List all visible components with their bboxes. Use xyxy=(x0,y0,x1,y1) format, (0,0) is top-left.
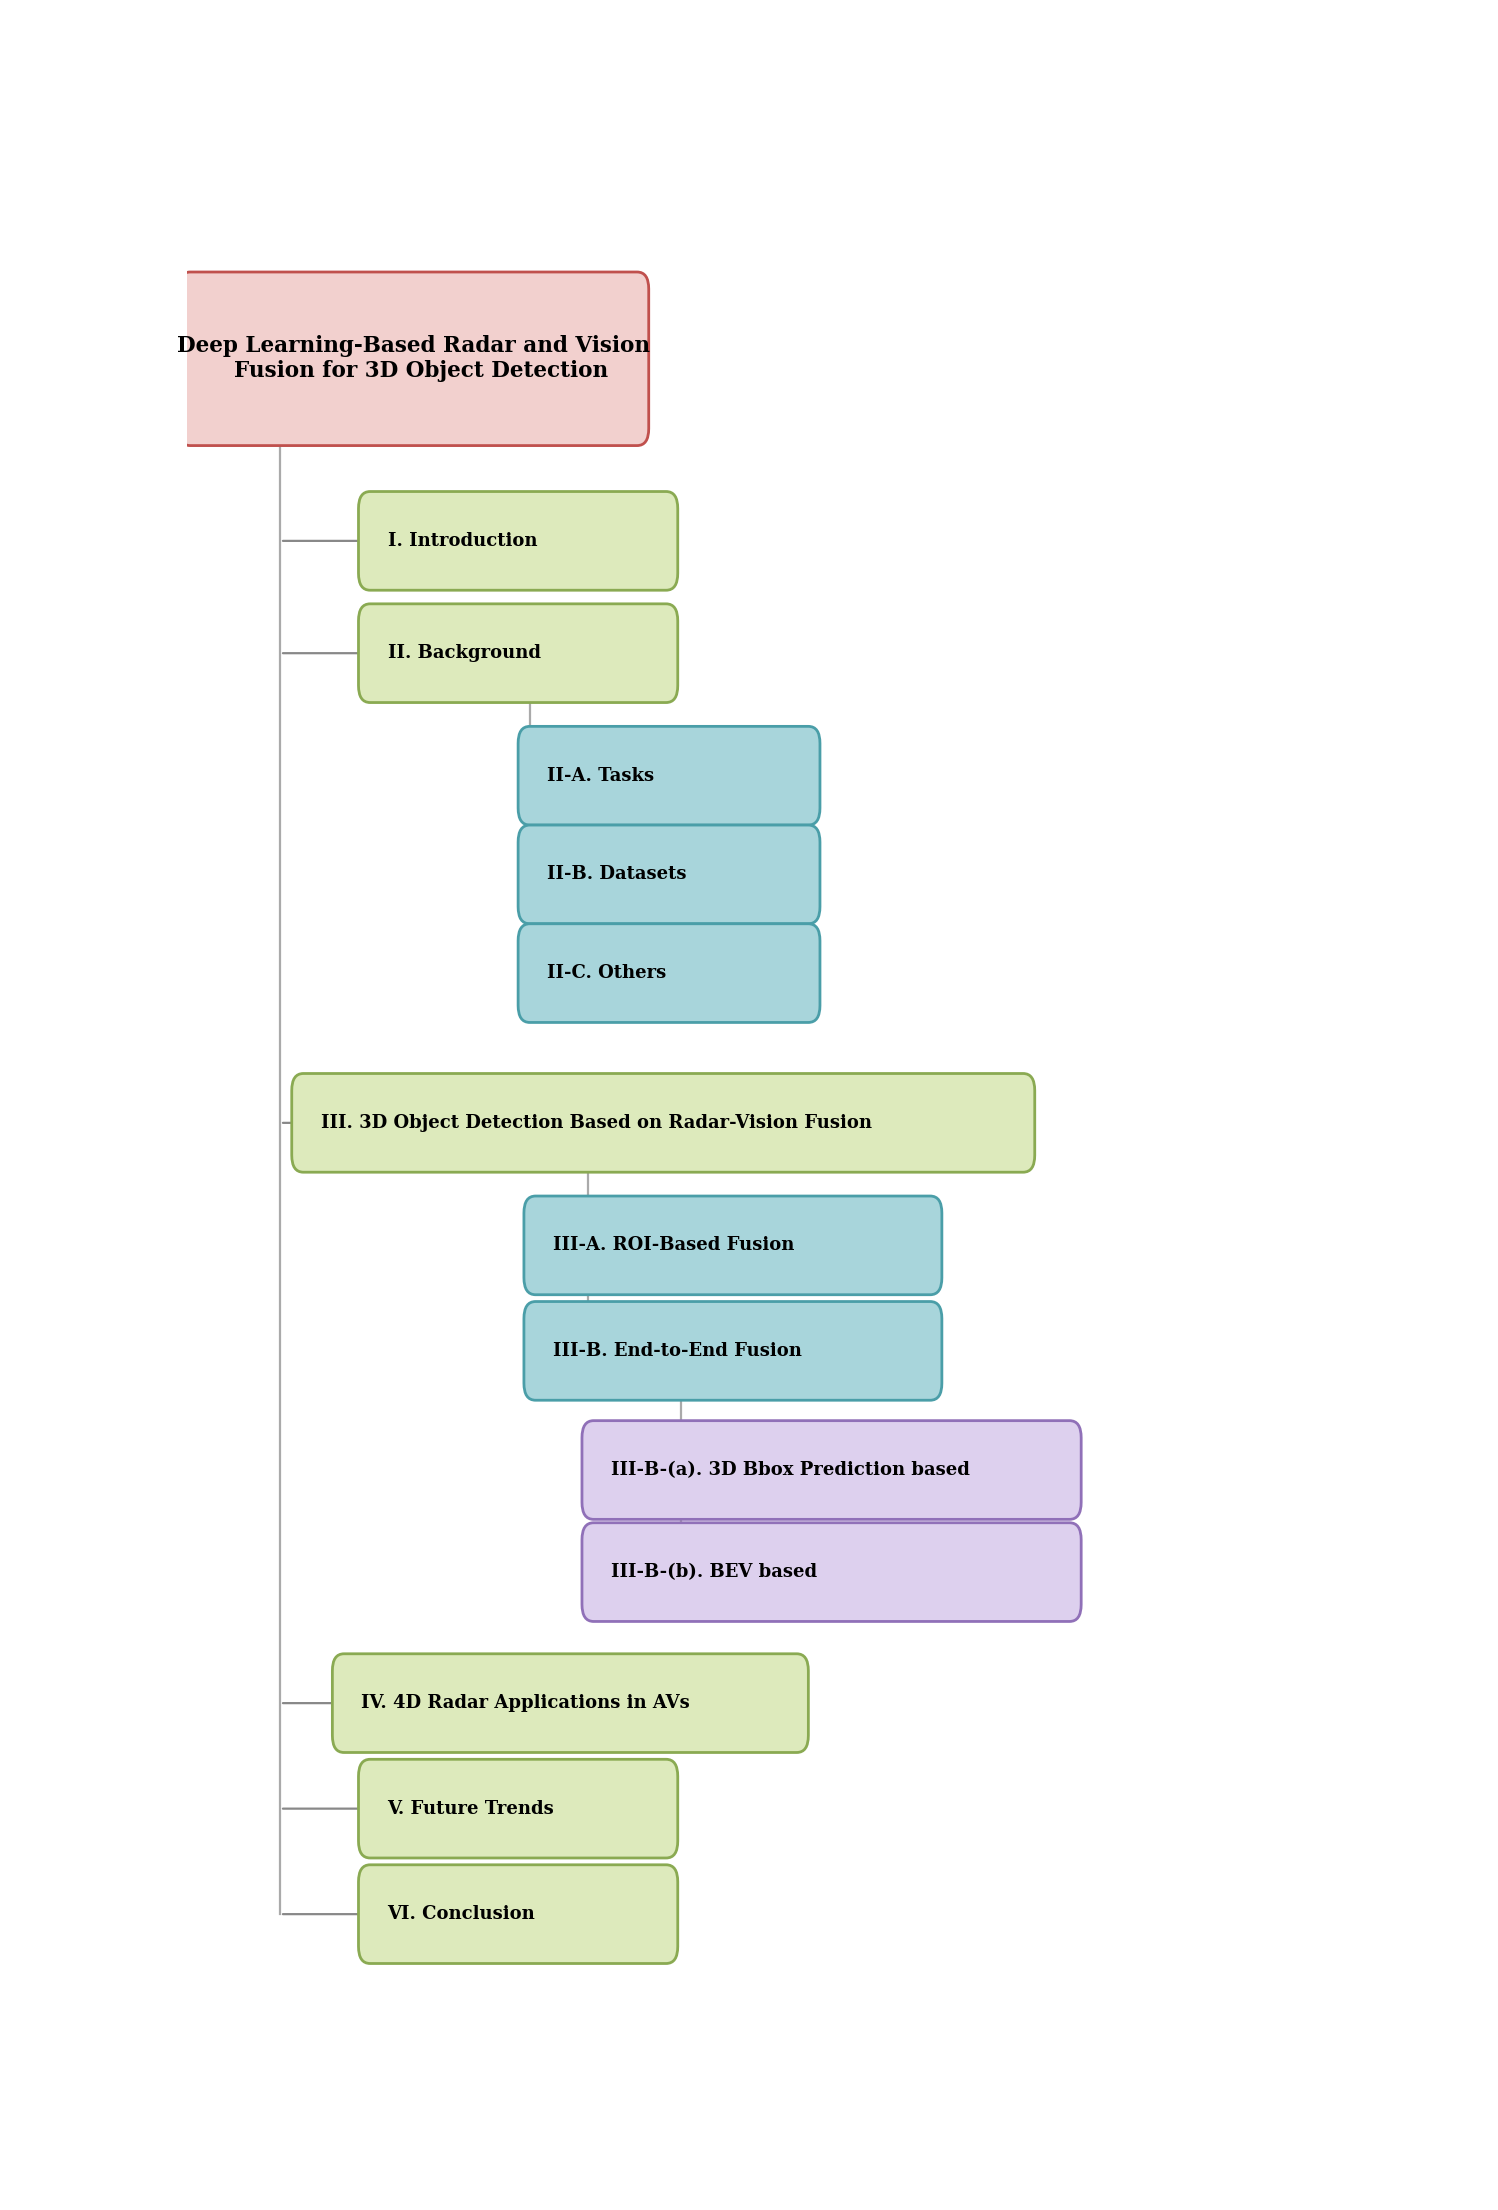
FancyBboxPatch shape xyxy=(358,1759,677,1859)
Text: II-B. Datasets: II-B. Datasets xyxy=(547,866,686,884)
FancyBboxPatch shape xyxy=(358,603,677,703)
Text: III. 3D Object Detection Based on Radar-Vision Fusion: III. 3D Object Detection Based on Radar-… xyxy=(321,1114,872,1132)
Text: VI. Conclusion: VI. Conclusion xyxy=(388,1905,535,1923)
Text: III-B. End-to-End Fusion: III-B. End-to-End Fusion xyxy=(553,1341,801,1359)
FancyBboxPatch shape xyxy=(358,1865,677,1962)
Text: II. Background: II. Background xyxy=(388,643,541,663)
Text: II-C. Others: II-C. Others xyxy=(547,964,667,981)
FancyBboxPatch shape xyxy=(333,1653,809,1753)
FancyBboxPatch shape xyxy=(358,491,677,590)
FancyBboxPatch shape xyxy=(524,1196,942,1295)
Text: V. Future Trends: V. Future Trends xyxy=(388,1799,554,1817)
Text: Deep Learning-Based Radar and Vision
  Fusion for 3D Object Detection: Deep Learning-Based Radar and Vision Fus… xyxy=(177,336,650,382)
FancyBboxPatch shape xyxy=(583,1523,1082,1622)
FancyBboxPatch shape xyxy=(518,727,819,824)
Text: I. Introduction: I. Introduction xyxy=(388,533,536,550)
Text: III-A. ROI-Based Fusion: III-A. ROI-Based Fusion xyxy=(553,1235,794,1255)
FancyBboxPatch shape xyxy=(292,1074,1035,1171)
FancyBboxPatch shape xyxy=(518,924,819,1023)
Text: III-B-(a). 3D Bbox Prediction based: III-B-(a). 3D Bbox Prediction based xyxy=(611,1461,969,1478)
FancyBboxPatch shape xyxy=(583,1421,1082,1518)
Text: III-B-(b). BEV based: III-B-(b). BEV based xyxy=(611,1562,816,1580)
Text: IV. 4D Radar Applications in AVs: IV. 4D Radar Applications in AVs xyxy=(361,1695,691,1713)
Text: II-A. Tasks: II-A. Tasks xyxy=(547,767,655,785)
FancyBboxPatch shape xyxy=(524,1302,942,1401)
FancyBboxPatch shape xyxy=(178,272,649,446)
FancyBboxPatch shape xyxy=(518,824,819,924)
